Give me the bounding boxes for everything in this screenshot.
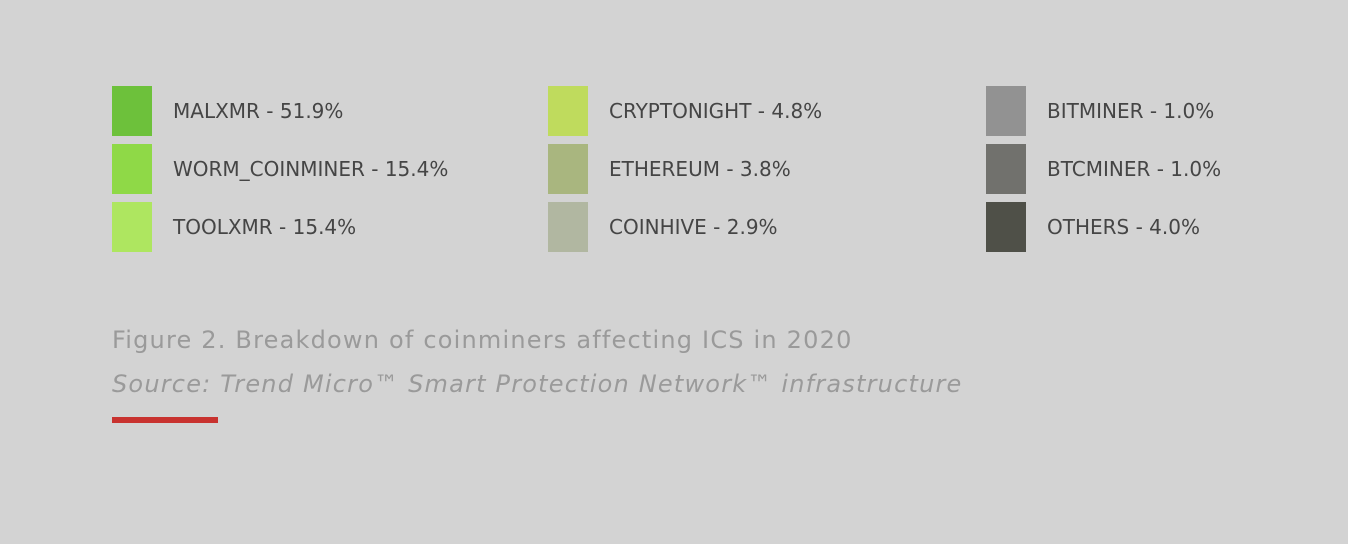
legend-item: BITMINER - 1.0%: [986, 86, 1214, 136]
legend-item: CRYPTONIGHT - 4.8%: [548, 86, 822, 136]
legend-label: CRYPTONIGHT - 4.8%: [609, 99, 823, 123]
legend-swatch: [548, 144, 588, 194]
legend-label: ETHEREUM - 3.8%: [609, 157, 791, 181]
legend-item: BTCMINER - 1.0%: [986, 144, 1221, 194]
legend-swatch: [548, 202, 588, 252]
legend-item: TOOLXMR - 15.4%: [112, 202, 356, 252]
legend-label: MALXMR - 51.9%: [173, 99, 344, 123]
legend-swatch: [112, 202, 152, 252]
legend-item: ETHEREUM - 3.8%: [548, 144, 791, 194]
legend-label: BITMINER - 1.0%: [1047, 99, 1215, 123]
legend-label: BTCMINER - 1.0%: [1047, 157, 1222, 181]
legend-swatch: [548, 86, 588, 136]
legend-item: OTHERS - 4.0%: [986, 202, 1200, 252]
figure-source: Source: Trend Micro™ Smart Protection Ne…: [112, 370, 963, 398]
legend-swatch: [986, 202, 1026, 252]
legend-item: MALXMR - 51.9%: [112, 86, 343, 136]
legend-swatch: [986, 86, 1026, 136]
figure-title: Figure 2. Breakdown of coinminers affect…: [112, 326, 853, 354]
legend-label: WORM_COINMINER - 15.4%: [173, 157, 449, 181]
legend-label: COINHIVE - 2.9%: [609, 215, 778, 239]
legend-swatch: [112, 86, 152, 136]
legend-label: OTHERS - 4.0%: [1047, 215, 1200, 239]
legend-item: COINHIVE - 2.9%: [548, 202, 778, 252]
legend-label: TOOLXMR - 15.4%: [173, 215, 357, 239]
accent-rule: [112, 417, 218, 423]
legend-swatch: [986, 144, 1026, 194]
legend-item: WORM_COINMINER - 15.4%: [112, 144, 448, 194]
legend-swatch: [112, 144, 152, 194]
